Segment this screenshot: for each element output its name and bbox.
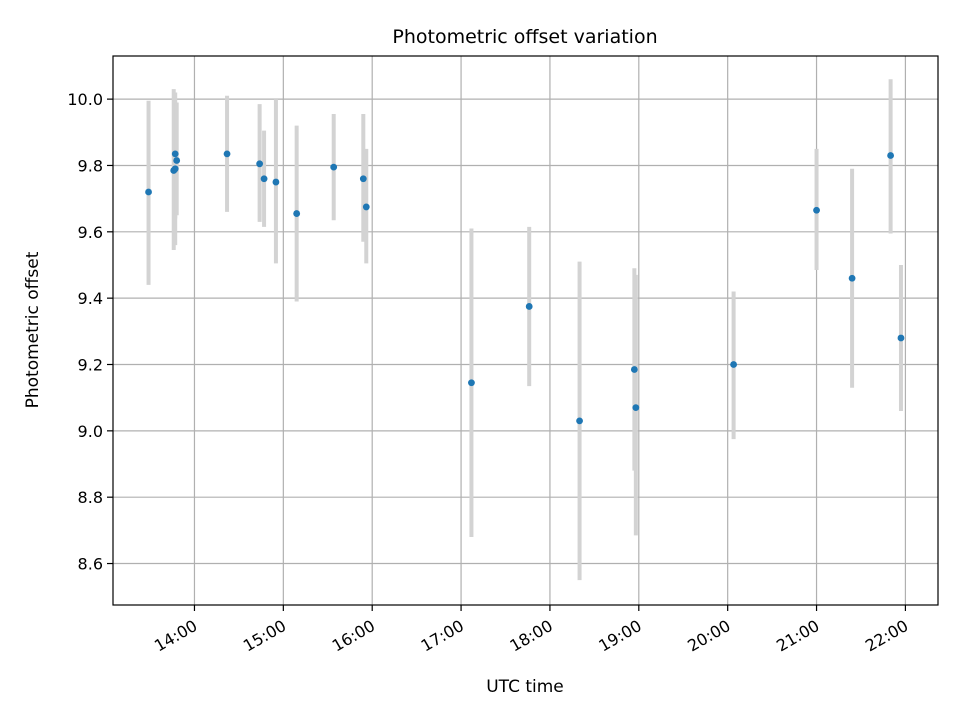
x-tick-label: 20:00 [684, 616, 733, 656]
x-tick-label: 19:00 [595, 616, 644, 656]
data-point [730, 361, 738, 368]
x-axis-ticks: 14:00 15:00 16:00 17:00 18:00 19:00 20:00 21:00… [151, 605, 911, 656]
data-point [897, 334, 905, 342]
y-tick-label: 9.4 [78, 289, 103, 308]
data-point [630, 366, 638, 373]
data-point [260, 175, 268, 183]
data-point [145, 188, 152, 196]
x-tick-label: 14:00 [151, 616, 200, 656]
data-point [468, 379, 475, 387]
x-tick-label: 17:00 [418, 616, 467, 656]
grid-lines [113, 56, 938, 605]
data-point [173, 157, 181, 164]
y-tick-label: 8.6 [78, 555, 103, 574]
x-tick-label: 21:00 [773, 616, 822, 656]
x-tick-label: 15:00 [240, 616, 289, 656]
data-point [848, 274, 856, 282]
y-tick-label: 10.0 [67, 90, 103, 109]
x-tick-label: 22:00 [862, 616, 911, 656]
data-point [887, 152, 895, 159]
data-point [293, 210, 301, 217]
y-axis-ticks: 8.6 8.8 9.0 9.2 9.4 9.6 9.8 10.0 [67, 90, 113, 574]
data-point [813, 206, 820, 214]
y-tick-label: 8.8 [78, 488, 103, 507]
data-point [525, 303, 533, 310]
chart-title: Photometric offset variation [392, 26, 657, 48]
x-axis-label: UTC time [486, 677, 564, 697]
y-tick-label: 9.8 [78, 156, 103, 175]
error-bars [146, 79, 903, 581]
data-point [171, 165, 179, 173]
data-point [576, 417, 583, 425]
data-points [145, 150, 905, 425]
y-axis-label: Photometric offset [23, 251, 43, 408]
data-point [223, 150, 231, 158]
x-tick-label: 18:00 [507, 616, 556, 656]
data-point [256, 160, 264, 168]
data-point [272, 178, 280, 186]
y-tick-label: 9.0 [78, 422, 103, 441]
plot-frame [112, 55, 939, 606]
data-point [632, 404, 640, 412]
data-point [171, 150, 179, 158]
data-point [362, 203, 370, 211]
y-tick-label: 9.2 [78, 356, 103, 375]
x-tick-label: 16:00 [329, 616, 378, 656]
data-point [359, 175, 367, 183]
data-point [330, 163, 338, 171]
y-tick-label: 9.6 [78, 223, 103, 242]
